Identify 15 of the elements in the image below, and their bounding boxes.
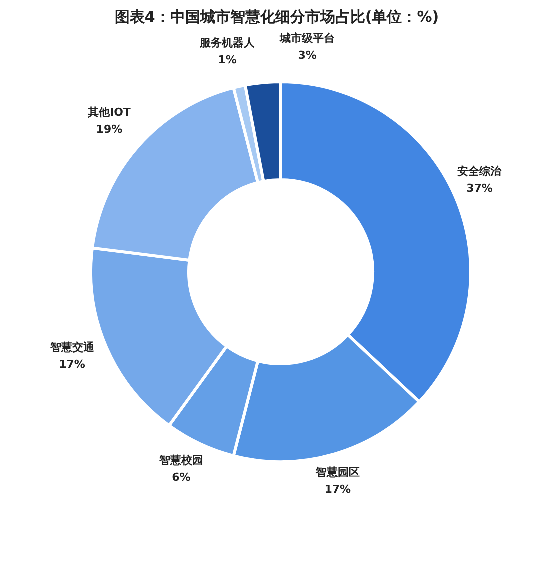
- slice-label: 其他IOT: [87, 106, 132, 120]
- slice-label: 城市级平台: [279, 32, 336, 45]
- data-label: 6%: [172, 470, 191, 484]
- chart-title: 图表4：中国城市智慧化细分市场占比(单位：%): [114, 8, 440, 27]
- data-label: 17%: [59, 358, 86, 372]
- slice-label: 智慧校园: [158, 454, 204, 467]
- slice-label: 智慧交通: [49, 341, 96, 354]
- data-label: 3%: [298, 48, 317, 62]
- data-label: 19%: [96, 123, 123, 136]
- slice-label: 服务机器人: [199, 36, 256, 50]
- data-label: 17%: [324, 483, 352, 496]
- slice-label: 安全综治: [458, 164, 503, 178]
- slice-label: 智慧园区: [314, 466, 360, 480]
- data-label: 1%: [218, 53, 237, 66]
- data-label: 37%: [466, 182, 493, 195]
